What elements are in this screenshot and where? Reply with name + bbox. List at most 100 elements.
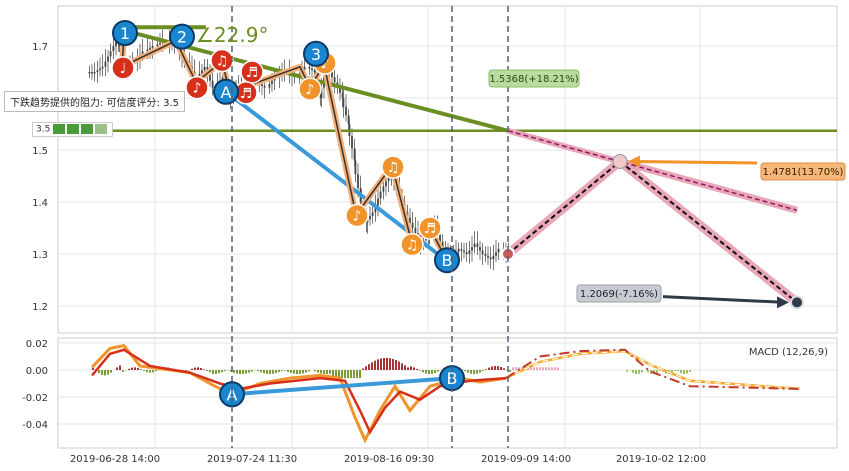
macd-histogram-bar [233,370,235,373]
candle-body [409,217,411,223]
macd-histogram-bar [557,367,559,370]
angle-label: ∠22.9° [196,23,268,47]
candle-body [263,85,266,88]
candle-body [492,255,495,260]
macd-histogram-bar [518,367,520,370]
macd-histogram-bar [203,369,205,370]
macd-histogram-bar [323,370,325,374]
macd-histogram-bar [269,370,271,375]
candle-body [333,77,336,83]
macd-histogram-bar [551,367,553,370]
note-glyph: ♪ [321,56,330,72]
candle-body [411,222,414,228]
macd-dea-line [91,348,507,435]
candle-body [357,174,359,189]
macd-histogram-bar [236,370,238,374]
macd-histogram-bar [110,370,112,373]
macd-histogram-bar [131,367,133,370]
candle-body [366,219,369,223]
macd-histogram-bar [497,366,499,370]
macd-histogram-bar [242,370,244,374]
target-mid-box [760,162,846,181]
note-glyph: ♪ [353,209,362,225]
macd-histogram-bar [647,370,649,373]
candle-body [211,80,214,88]
macd-histogram-bar [464,370,466,372]
macd-histogram-bar [422,370,424,373]
macd-histogram-bar [143,370,145,371]
candle-body [387,176,390,182]
macd-histogram-bar [116,367,118,370]
macd-histogram-bar [197,367,199,370]
candle-body [198,73,201,78]
macd-histogram-bar [626,370,628,372]
macd-histogram-bar [308,370,310,372]
candle-body [261,84,263,86]
macd-histogram-bar [470,370,472,374]
note-glyph: ♬ [240,86,253,102]
note-marker-icon [418,216,442,240]
macd-histogram-bar [431,370,433,374]
candle-body [93,72,96,74]
macd-histogram-bar [278,370,280,373]
macd-histogram-bar [533,367,535,370]
macd-histogram-bar [200,367,202,370]
macd-histogram-bar [467,370,469,373]
macd-histogram-bar [515,367,517,370]
note-marker-icon [400,232,424,257]
macd-histogram-bar [344,370,346,379]
candle-body [101,66,104,69]
macd-title: MACD (12,26,9) [749,347,828,358]
macd-divergence-line [231,376,453,397]
macd-histogram-bar [374,360,376,370]
macd-histogram-bar [341,370,343,379]
projection-dashed [507,160,621,255]
wave-point-label: B [442,251,453,270]
candle-body [441,241,444,249]
target-arrow-down [662,295,786,304]
x-tick-label: 2019-10-02 12:00 [616,454,706,465]
macd-histogram-bar [224,370,226,371]
macd-histogram-bar [137,367,139,370]
macd-histogram-bar [683,370,685,375]
macd-histogram-bar [152,370,154,373]
candle-body [497,248,500,253]
rating-value: 3.5 [36,124,51,135]
macd-histogram-bar [134,367,136,370]
macd-histogram-bar [377,359,379,370]
target-mid-label: 1.4781(13.70%) [763,167,844,178]
candle-body [331,72,333,78]
candle-body [146,49,149,52]
macd-histogram-bar [329,370,331,374]
target-up-label: 1.5368(+18.21%) [489,74,578,85]
macd-histogram-bar [305,370,307,373]
macd-histogram-bar [434,370,436,373]
candle-body [369,215,371,220]
macd-histogram-bar [149,370,151,373]
y-tick-label: 1.7 [32,42,48,53]
y-tick-label: 1.2 [32,302,48,313]
projection-end-dot [790,295,804,310]
macd-histogram-bar [542,367,544,370]
macd-histogram-bar [437,370,439,372]
candle-body [353,148,356,161]
macd-projection-dif-dash [505,350,801,390]
macd-histogram-bar [488,367,490,370]
wave-point-marker [303,40,329,67]
macd-histogram-bar [359,370,361,379]
macd-histogram-bar [632,370,634,373]
candle-body [268,84,271,88]
macd-projection-dea [505,348,801,390]
macd-histogram-bar [413,367,415,370]
macd-histogram-bar [272,370,274,374]
macd-histogram-bar [638,370,640,374]
wave-point-label: A [221,83,232,102]
macd-histogram-bar [326,370,328,375]
candle-body [489,257,492,260]
y-tick-label: 0.00 [26,366,48,377]
wave-point-label: 2 [177,28,187,47]
macd-histogram-bar [530,367,532,370]
macd-histogram-bar [419,370,421,371]
macd-histogram-bar [365,366,367,370]
candle-body [91,72,93,74]
